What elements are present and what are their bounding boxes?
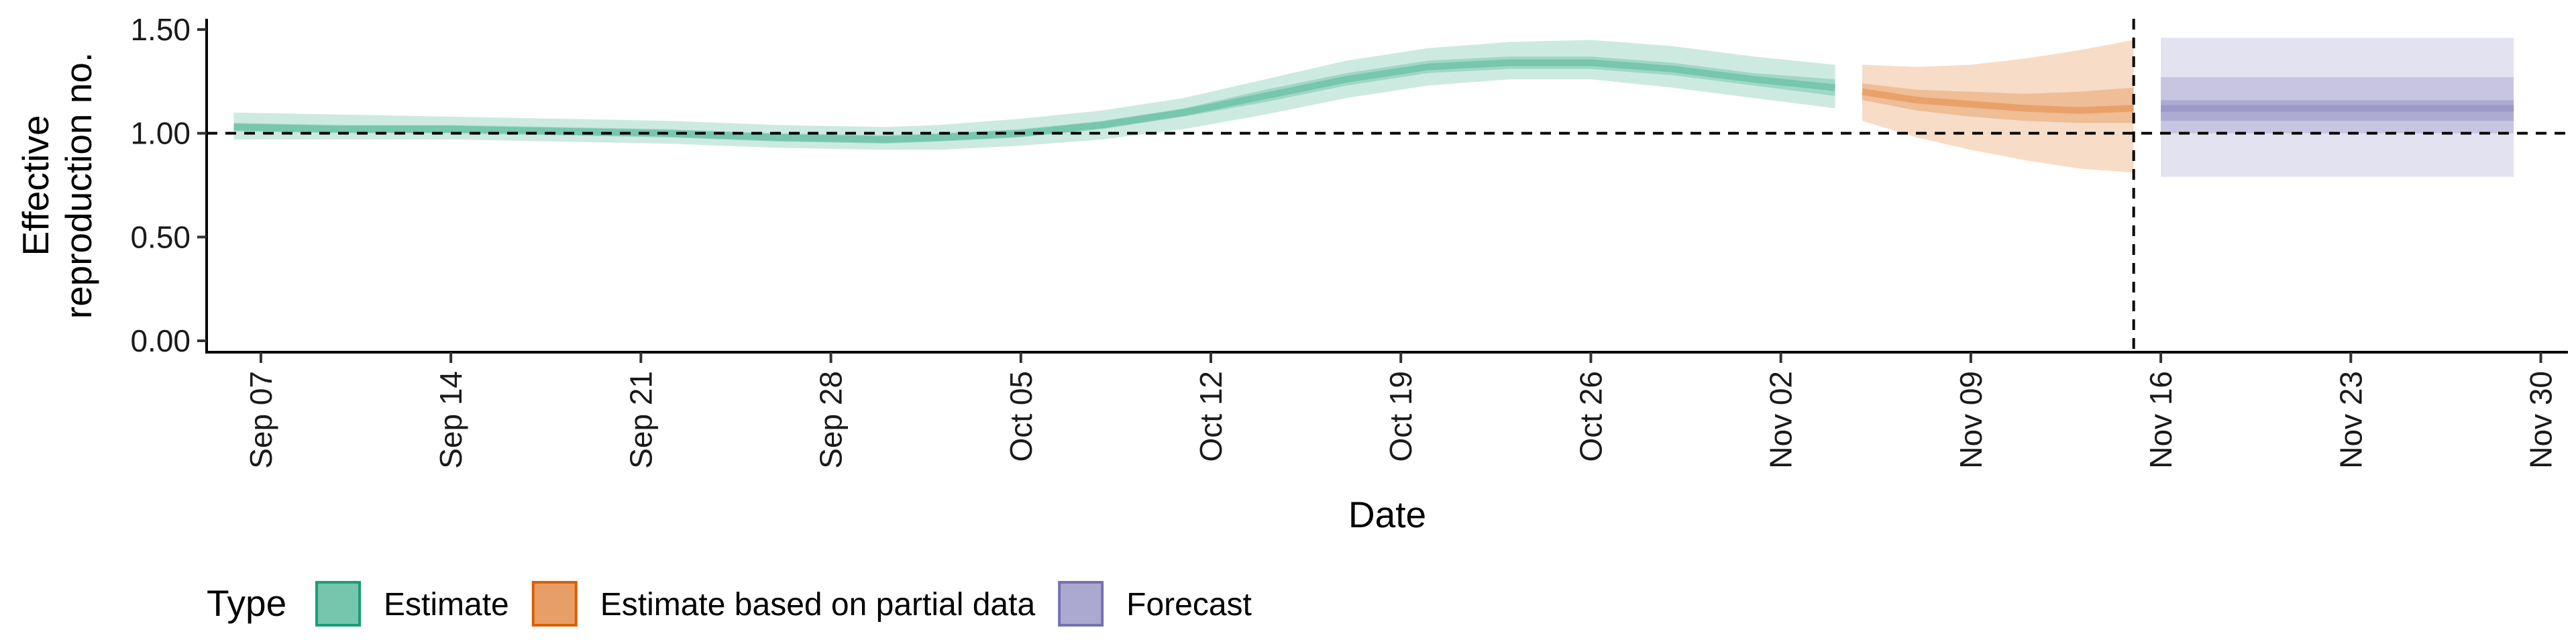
ribbon-layer [233,38,2514,177]
legend: Type Estimate Estimate based on partial da… [207,581,1252,627]
x-tick-label: Nov 09 [1953,371,1988,469]
x-tick-label: Sep 28 [814,371,849,469]
y-tick-label: 0.00 [130,323,191,358]
x-tick-label: Oct 12 [1193,371,1228,462]
axes [205,19,2568,354]
legend-swatch-estimate [315,581,361,627]
estimate-based-on-partial-data-90-band [1862,40,2134,173]
x-tick-label: Nov 16 [2143,371,2178,469]
forecast-outer-band [2161,38,2514,177]
legend-label-forecast: Forecast [1126,587,1252,623]
x-tick-label: Nov 30 [2524,371,2559,469]
x-tick-label: Oct 05 [1004,371,1038,462]
y-axis-title: Effectivereproduction no. [15,52,99,319]
estimate-based-on-partial-data-50-band [1862,83,2134,123]
legend-swatch-forecast [1058,581,1104,627]
x-tick-label: Sep 21 [623,371,658,469]
x-tick-label: Nov 02 [1764,371,1799,469]
forecast-90-band [2161,77,2514,133]
x-tick-label: Sep 07 [244,371,278,469]
estimate-90-band [233,40,1835,150]
legend-label-estimate-based-on-partial-data: Estimate based on partial data [600,587,1036,623]
estimate-median-line [233,59,1836,143]
estimate-50-band [233,56,1835,144]
y-axis-ticks: 0.00 0.50 1.00 1.50 [130,12,207,358]
y-tick-label: 1.00 [130,116,191,151]
y-tick-label: 1.50 [130,12,191,47]
y-axis-title-line: Effective [15,115,56,256]
y-axis-title-line: reproduction no. [58,52,99,319]
x-tick-label: Oct 26 [1573,371,1608,462]
x-tick-label: Oct 19 [1383,371,1418,462]
y-tick-label: 0.50 [130,219,191,254]
x-axis-title: Date [1348,494,1426,535]
x-tick-label: Sep 14 [433,371,468,469]
estimate-based-on-partial-data-median-line [1862,88,2134,114]
x-axis-ticks: Sep 07 Sep 14 Sep 21 Sep 28 Oct 05 Oct 12 Oct … [244,352,2559,469]
legend-label-estimate: Estimate [384,587,509,623]
legend-title: Type [207,582,286,624]
legend-swatch-estimate-based-on-partial-data [531,581,578,627]
axis-titles: Date Effectivereproduction no. [15,52,1426,535]
x-tick-label: Nov 23 [2333,371,2368,469]
forecast-50-band [2161,100,2514,121]
